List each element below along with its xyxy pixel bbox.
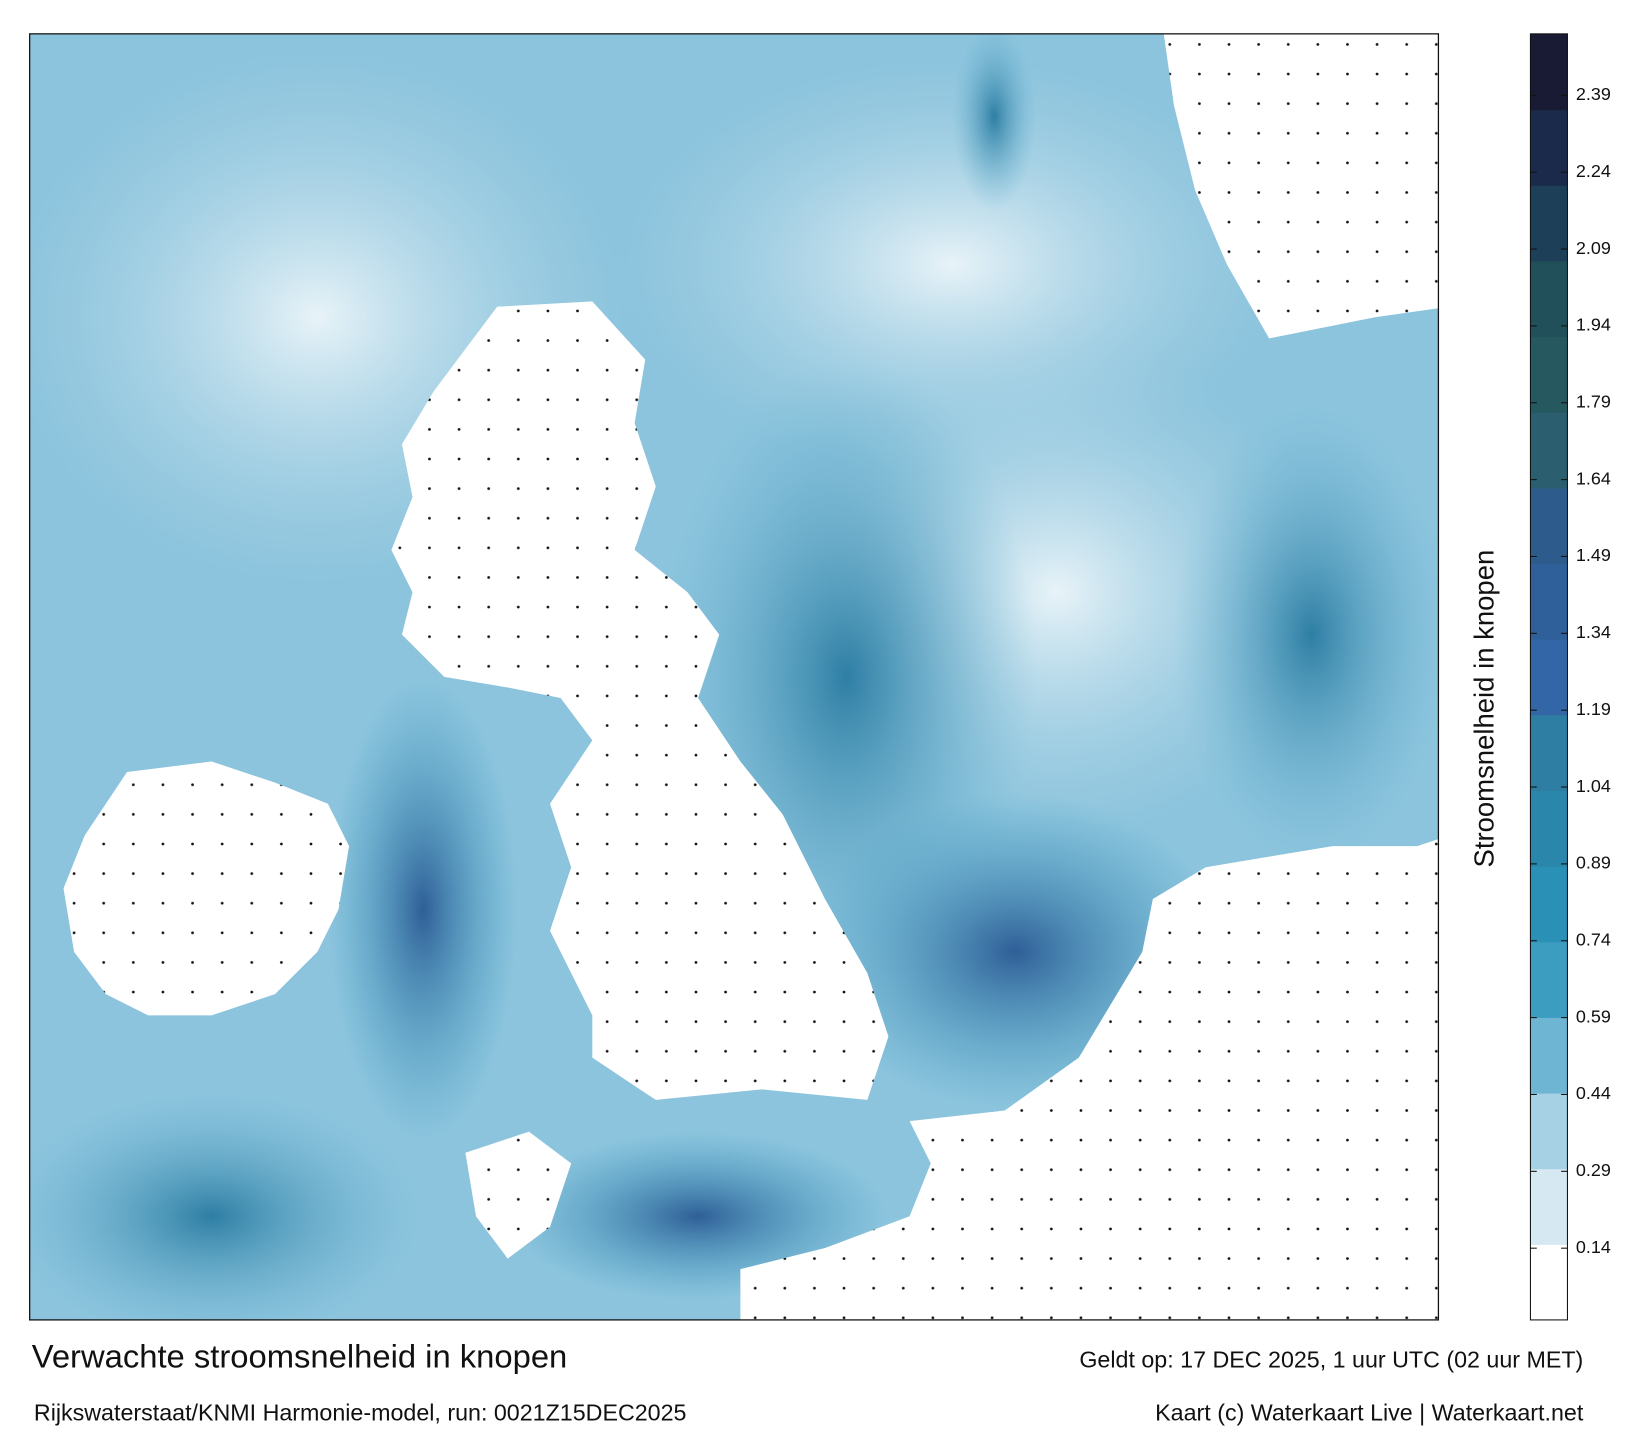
colorbar-tick-label: 2.24 xyxy=(1576,161,1611,181)
colorbar-tick-label: 1.04 xyxy=(1576,776,1611,796)
land xyxy=(63,761,350,1016)
colorbar-band xyxy=(1530,563,1568,640)
land xyxy=(465,1131,572,1259)
colorbar-band xyxy=(1530,336,1568,413)
colorbar-tick-label: 0.59 xyxy=(1576,1006,1611,1026)
colorbar-tick-label: 1.79 xyxy=(1576,392,1611,412)
colorbar: 0.14 0.29 0.44 0.59 0.74 0.89 1.04 1.19 1.34 1.49… xyxy=(1529,33,1611,1321)
colorbar-band xyxy=(1530,487,1568,565)
land xyxy=(740,839,1439,1320)
colorbar-band xyxy=(1530,185,1568,262)
valid-time: Geldt op: 17 DEC 2025, 1 uur UTC (02 uur… xyxy=(1079,1347,1583,1373)
colorbar-tick-label: 1.64 xyxy=(1576,468,1611,488)
source: Rijkswaterstaat/KNMI Harmonie-model, run… xyxy=(34,1399,687,1425)
map xyxy=(29,33,1439,1320)
colorbar-label: Stroomsnelheid in knopen xyxy=(1468,550,1499,868)
title: Verwachte stroomsnelheid in knopen xyxy=(32,1338,568,1375)
colorbar-tick-label: 1.49 xyxy=(1576,545,1611,565)
colorbar-tick-label: 0.44 xyxy=(1576,1083,1611,1103)
colorbar-frame xyxy=(1529,33,1568,1321)
colorbar-band xyxy=(1530,109,1568,186)
sea-shade xyxy=(951,33,1037,212)
colorbar-band xyxy=(1530,1168,1568,1245)
sea-shade xyxy=(1174,401,1439,868)
colorbar-tick-label: 2.39 xyxy=(1576,84,1611,104)
colorbar-band xyxy=(1530,260,1568,338)
colorbar-tick-label: 1.19 xyxy=(1576,699,1611,719)
colorbar-tick-label: 0.14 xyxy=(1576,1237,1611,1257)
sea-shade xyxy=(29,1089,424,1320)
land xyxy=(391,301,889,1100)
colorbar-tick-label: 0.74 xyxy=(1576,930,1611,950)
colorbar-tick-label: 2.09 xyxy=(1576,238,1611,258)
colorbar-tick-label: 0.29 xyxy=(1576,1160,1611,1180)
credit: Kaart (c) Waterkaart Live | Waterkaart.n… xyxy=(1155,1399,1584,1425)
colorbar-band xyxy=(1530,1092,1568,1170)
colorbar-band xyxy=(1530,941,1568,1018)
colorbar-band xyxy=(1530,714,1568,791)
land xyxy=(1163,33,1439,339)
colorbar-tick-label: 1.94 xyxy=(1576,315,1611,335)
colorbar-band xyxy=(1530,412,1568,489)
colorbar-band xyxy=(1530,639,1568,716)
colorbar-tick-label: 0.89 xyxy=(1576,853,1611,873)
colorbar-band xyxy=(1530,866,1568,943)
colorbar-tick-label: 1.34 xyxy=(1576,622,1611,642)
map-frame xyxy=(29,33,1440,1321)
sea-shade xyxy=(327,676,519,1143)
colorbar-band xyxy=(1530,1244,1568,1321)
colorbar-band xyxy=(1530,790,1568,867)
colorbar-band xyxy=(1530,33,1568,111)
colorbar-band xyxy=(1530,1017,1568,1094)
